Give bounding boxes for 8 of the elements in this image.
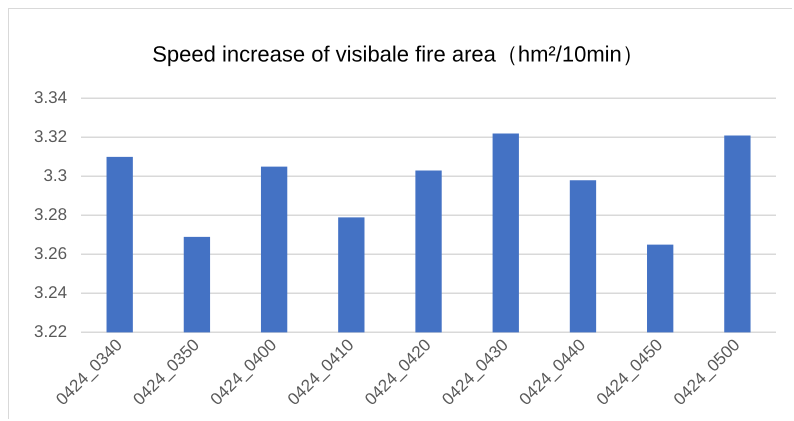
y-tick-label: 3.28 <box>34 205 68 224</box>
y-tick-label: 3.26 <box>34 244 68 264</box>
y-tick-label: 3.24 <box>34 283 68 302</box>
y-tick-label: 3.32 <box>34 127 68 146</box>
chart-title: Speed increase of visibale fire area（hm²/10min） <box>152 41 644 66</box>
y-tick-label: 3.22 <box>34 322 68 342</box>
y-tick-label: 3.3 <box>43 166 68 186</box>
y-tick-label: 3.34 <box>34 88 68 108</box>
